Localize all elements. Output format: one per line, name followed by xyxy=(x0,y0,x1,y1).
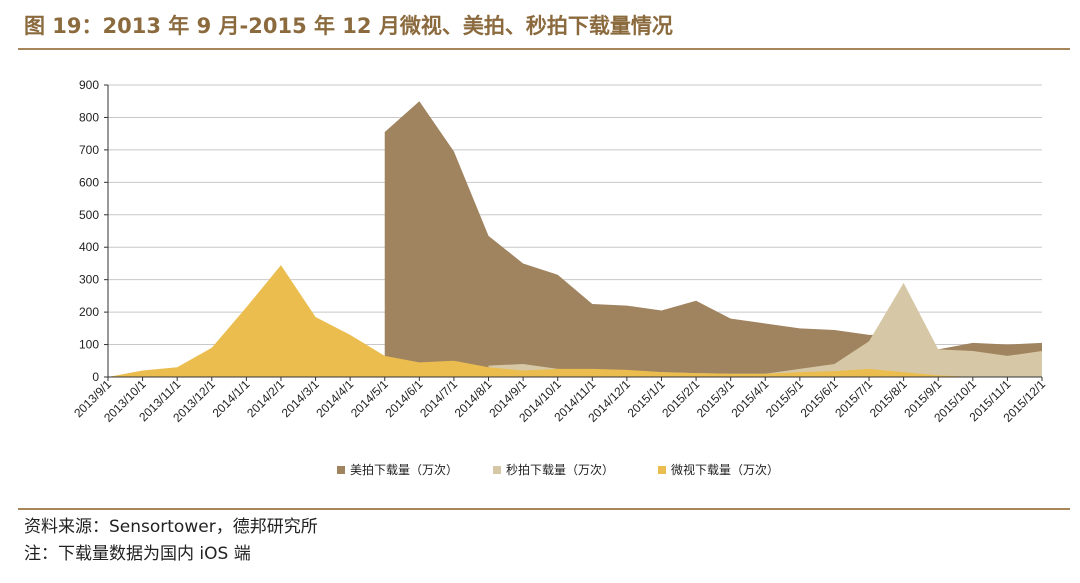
source-note: 资料来源：Sensortower，德邦研究所 xyxy=(24,517,318,537)
y-tick-label: 0 xyxy=(92,370,99,384)
legend-swatch-1 xyxy=(337,466,345,474)
series-area-3 xyxy=(108,265,1042,377)
footnotes: 资料来源：Sensortower，德邦研究所 注：下载量数据为国内 iOS 端 xyxy=(24,514,318,568)
legend-label-1: 美拍下载量（万次） xyxy=(350,462,458,477)
y-tick-label: 200 xyxy=(79,305,99,319)
y-tick-label: 700 xyxy=(79,143,99,157)
y-tick-label: 400 xyxy=(79,240,99,254)
y-tick-label: 500 xyxy=(79,208,99,222)
legend-swatch-2 xyxy=(493,466,501,474)
y-tick-label: 800 xyxy=(79,110,99,124)
data-note: 注：下载量数据为国内 iOS 端 xyxy=(24,544,251,564)
y-tick-label: 900 xyxy=(79,78,99,92)
legend-swatch-3 xyxy=(658,466,666,474)
y-axis-ticks: 0 100 200 300 400 500 600 700 800 900 xyxy=(79,78,99,384)
figure-title: 图 19：2013 年 9 月-2015 年 12 月微视、美拍、秒拍下载量情况 xyxy=(24,14,673,38)
legend-label-2: 秒拍下载量（万次） xyxy=(506,462,614,477)
x-axis-ticks: 2013/9/12013/10/12013/11/12013/12/12014/… xyxy=(71,377,1048,425)
footer-divider xyxy=(18,508,1070,510)
series-area-2 xyxy=(488,282,1042,377)
y-tick-label: 100 xyxy=(79,338,99,352)
series-areas xyxy=(108,101,1042,377)
legend-label-3: 微视下载量（万次） xyxy=(671,462,779,477)
y-tick-label: 300 xyxy=(79,273,99,287)
axes xyxy=(104,84,1043,381)
y-tick-label: 600 xyxy=(79,175,99,189)
title-divider xyxy=(18,48,1070,50)
legend: 美拍下载量（万次） 秒拍下载量（万次） 微视下载量（万次） xyxy=(337,462,779,477)
series-area-1 xyxy=(384,101,1042,377)
area-chart: 0 100 200 300 400 500 600 700 800 900 2013/9/1201… xyxy=(71,78,1048,477)
